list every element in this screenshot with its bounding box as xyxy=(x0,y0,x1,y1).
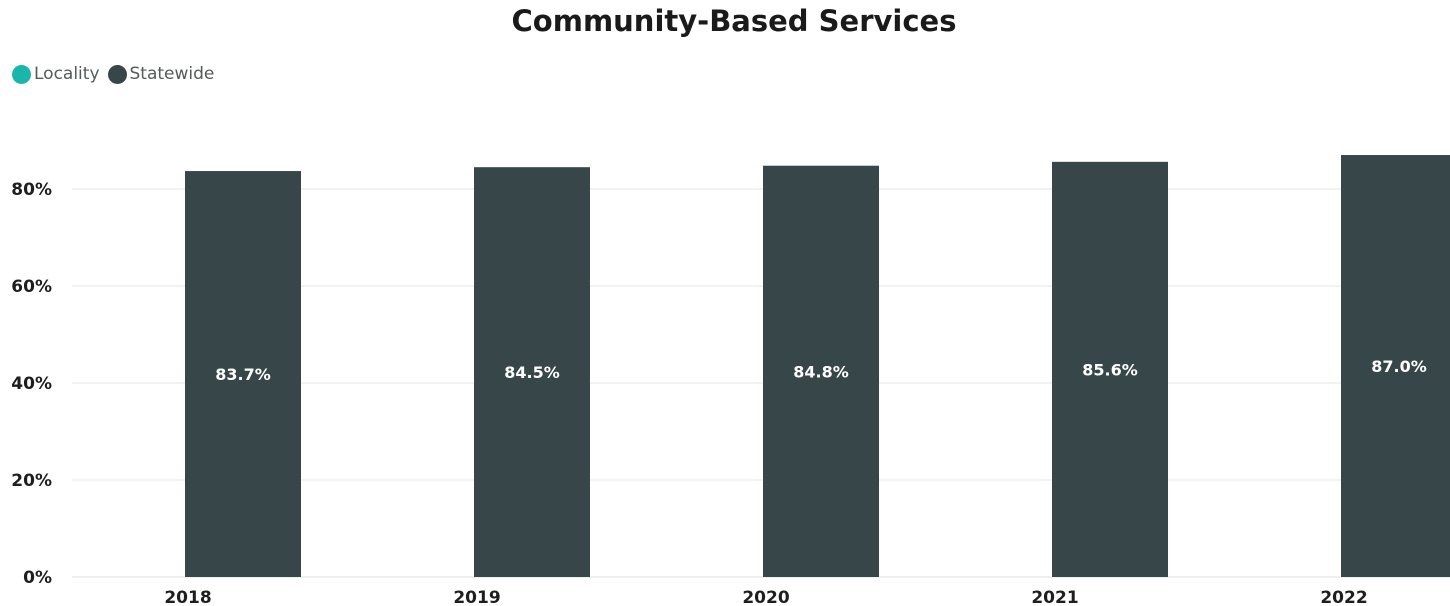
y-tick-label: 80% xyxy=(11,180,52,200)
bar-2022[interactable] xyxy=(1341,155,1450,578)
legend-label-locality: Locality xyxy=(34,64,100,84)
bar-2021[interactable] xyxy=(1052,161,1168,577)
x-tick-label: 2022 xyxy=(1320,588,1367,606)
y-tick-label: 20% xyxy=(11,471,52,491)
data-label: 84.5% xyxy=(504,363,560,382)
bar-2019[interactable] xyxy=(474,167,590,578)
legend-label-statewide: Statewide xyxy=(129,64,215,84)
x-tick-label: 2018 xyxy=(164,588,211,606)
data-label: 85.6% xyxy=(1082,360,1138,379)
x-tick-label: 2021 xyxy=(1031,588,1078,606)
y-tick-label: 0% xyxy=(23,568,52,588)
chart-title: Community-Based Services xyxy=(511,4,957,38)
bar-2020[interactable] xyxy=(763,165,879,577)
y-tick-label: 40% xyxy=(11,374,52,394)
x-tick-label: 2020 xyxy=(742,588,789,606)
data-label: 84.8% xyxy=(793,362,849,381)
y-tick-label: 60% xyxy=(11,277,52,297)
legend-item-statewide[interactable]: Statewide xyxy=(107,64,215,84)
legend-swatch-statewide xyxy=(107,64,127,84)
data-label: 83.7% xyxy=(215,365,271,384)
data-label: 87.0% xyxy=(1371,357,1427,376)
legend: Locality Statewide xyxy=(12,64,214,84)
legend-item-locality[interactable]: Locality xyxy=(12,64,100,84)
bar-2018[interactable] xyxy=(185,171,301,577)
x-tick-label: 2019 xyxy=(453,588,500,606)
legend-swatch-locality xyxy=(12,64,31,84)
